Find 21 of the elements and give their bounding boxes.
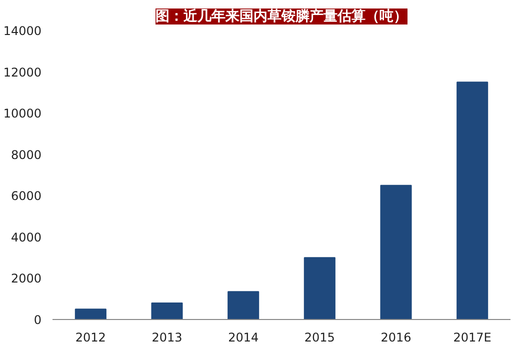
bar <box>304 257 336 320</box>
bar <box>74 308 106 320</box>
x-tick-label: 2014 <box>228 330 259 344</box>
x-tick-label: 2015 <box>304 330 335 344</box>
y-tick-label: 0 <box>34 313 42 327</box>
bar <box>380 184 412 320</box>
bar <box>151 302 183 320</box>
y-tick-label: 12000 <box>3 65 42 80</box>
x-tick-label: 2017E <box>453 330 492 344</box>
x-tick-label: 2013 <box>152 330 182 344</box>
y-tick-label: 6000 <box>10 189 42 204</box>
x-tick-label: 2016 <box>380 330 412 344</box>
y-tick-label: 14000 <box>3 24 42 38</box>
y-tick-label: 8000 <box>10 148 42 162</box>
chart-title: 图：近几年来国内草铵膦产量估算（吨） <box>156 8 408 24</box>
y-tick-label: 2000 <box>10 272 42 286</box>
y-tick-label: 4000 <box>10 230 42 244</box>
bar <box>456 82 488 320</box>
y-tick-label: 10000 <box>3 106 42 121</box>
bar <box>228 291 260 320</box>
x-tick-label: 2012 <box>75 330 106 344</box>
